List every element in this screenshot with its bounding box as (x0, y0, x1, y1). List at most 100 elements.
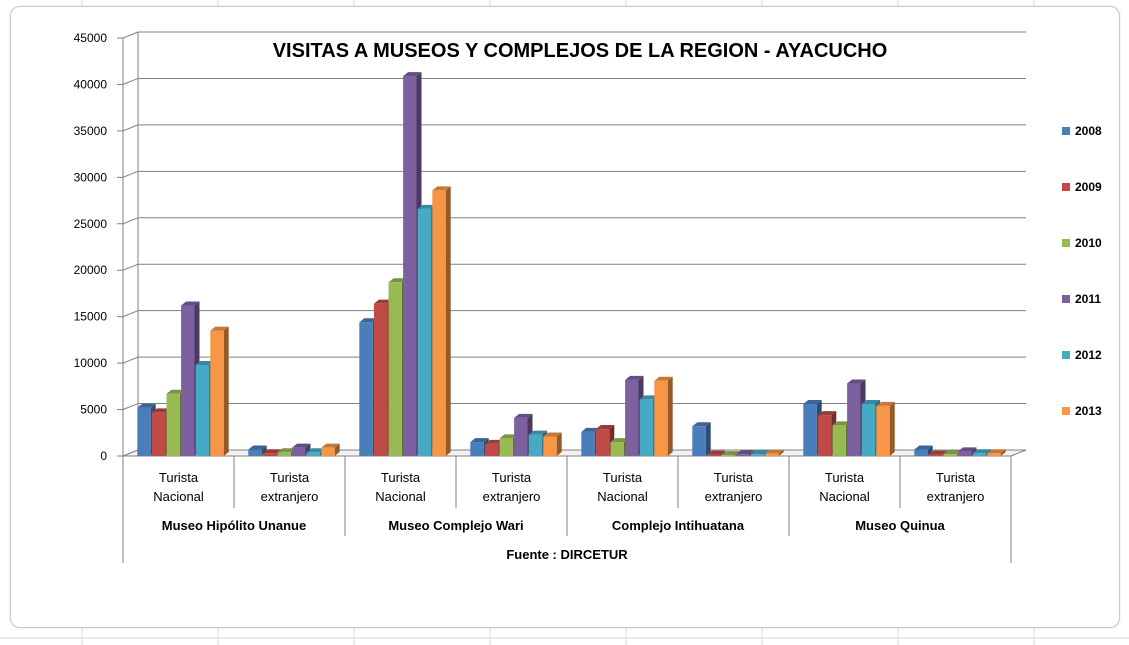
bar-front (861, 403, 876, 456)
bar-top (817, 411, 837, 416)
x-tick-label: Turista (825, 470, 865, 485)
legend-swatch (1062, 295, 1070, 303)
bar (321, 443, 340, 456)
legend-item: 2010 (1062, 236, 1102, 250)
bar (914, 445, 933, 456)
x-tick-label: Turista (714, 470, 754, 485)
bar (987, 449, 1006, 456)
bar-front (292, 447, 306, 456)
bar-front (958, 451, 972, 456)
legend-item: 2011 (1062, 292, 1101, 306)
legend-item: 2009 (1062, 180, 1102, 194)
bar-top (987, 449, 1006, 454)
gridline-depth (122, 310, 139, 318)
y-tick-label: 40000 (74, 77, 108, 91)
legend-label: 2012 (1075, 348, 1102, 362)
bar-top (876, 401, 895, 406)
x-axis-label: Fuente : DIRCETUR (506, 547, 628, 562)
bar-front (417, 208, 432, 456)
legend-swatch (1062, 407, 1070, 415)
gridline-depth (122, 31, 139, 39)
bar-top (654, 376, 673, 381)
bar-top (262, 449, 282, 454)
x-tick-label: Nacional (153, 489, 204, 504)
bar-front (321, 447, 335, 456)
chart-title: VISITAS A MUSEOS Y COMPLEJOS DE LA REGIO… (272, 40, 888, 62)
bar-top (292, 443, 311, 448)
bar-front (847, 383, 861, 456)
bar-side (927, 445, 933, 456)
bar-side (334, 443, 340, 456)
bar (654, 376, 673, 456)
bar-front (692, 426, 706, 456)
x-tick-label: extranjero (705, 489, 763, 504)
legend-item: 2012 (1062, 348, 1102, 362)
bar-top (248, 445, 267, 450)
bar-front (914, 449, 928, 456)
bar-side (445, 186, 451, 457)
x-tick-label: extranjero (927, 489, 985, 504)
bar-front (654, 380, 668, 456)
bar-side (705, 422, 711, 456)
x-tick-label: extranjero (483, 489, 541, 504)
bar-top (195, 360, 215, 365)
bar-front (610, 442, 624, 456)
bar-front (484, 443, 499, 456)
bar-front (817, 415, 832, 456)
bar-front (595, 429, 610, 456)
bar-front (181, 305, 195, 456)
x-tick-label: Nacional (375, 489, 426, 504)
bar-front (832, 425, 846, 456)
bar-front (432, 190, 446, 457)
bar-top (359, 318, 378, 323)
bar-front (543, 436, 557, 456)
group-label: Museo Hipólito Unanue (162, 518, 306, 533)
bar (876, 401, 895, 456)
bar-side (720, 450, 726, 456)
bar-top (928, 450, 948, 455)
bar-front (972, 453, 987, 456)
bar-front (514, 417, 528, 456)
bar-top (499, 434, 518, 439)
bar-side (889, 401, 895, 456)
legend-swatch (1062, 239, 1070, 247)
bar-top (861, 399, 881, 404)
bar-front (388, 282, 402, 456)
bar-front (248, 449, 262, 456)
bar-front (750, 454, 765, 456)
legend-label: 2008 (1075, 124, 1102, 138)
bar-top (943, 450, 962, 455)
bar-top (765, 449, 784, 454)
legend-label: 2013 (1075, 404, 1102, 418)
bar-side (556, 432, 562, 456)
bar-top (470, 438, 489, 443)
bar-front (803, 403, 817, 456)
legend-label: 2010 (1075, 236, 1102, 250)
bar-top (151, 408, 171, 413)
bar (765, 449, 784, 456)
bar-top (706, 450, 726, 455)
bar-top (277, 448, 296, 453)
bar (692, 422, 711, 456)
gridline-depth (122, 356, 139, 364)
legend-swatch (1062, 351, 1070, 359)
bar-top (417, 204, 437, 209)
bar-top (803, 399, 822, 404)
gridline-depth (122, 77, 139, 85)
bar-front (581, 431, 595, 456)
bar-top (181, 301, 200, 306)
bar-top (373, 299, 393, 304)
bar-top (639, 395, 659, 400)
bar-front (210, 330, 224, 456)
bar-top (388, 278, 407, 283)
bar-top (832, 421, 851, 426)
bar (432, 186, 451, 457)
bar-top (484, 439, 504, 444)
bar (543, 432, 562, 456)
y-tick-label: 25000 (74, 217, 108, 231)
bar-front (403, 76, 417, 456)
legend-label: 2009 (1075, 180, 1102, 194)
x-tick-label: Turista (603, 470, 643, 485)
